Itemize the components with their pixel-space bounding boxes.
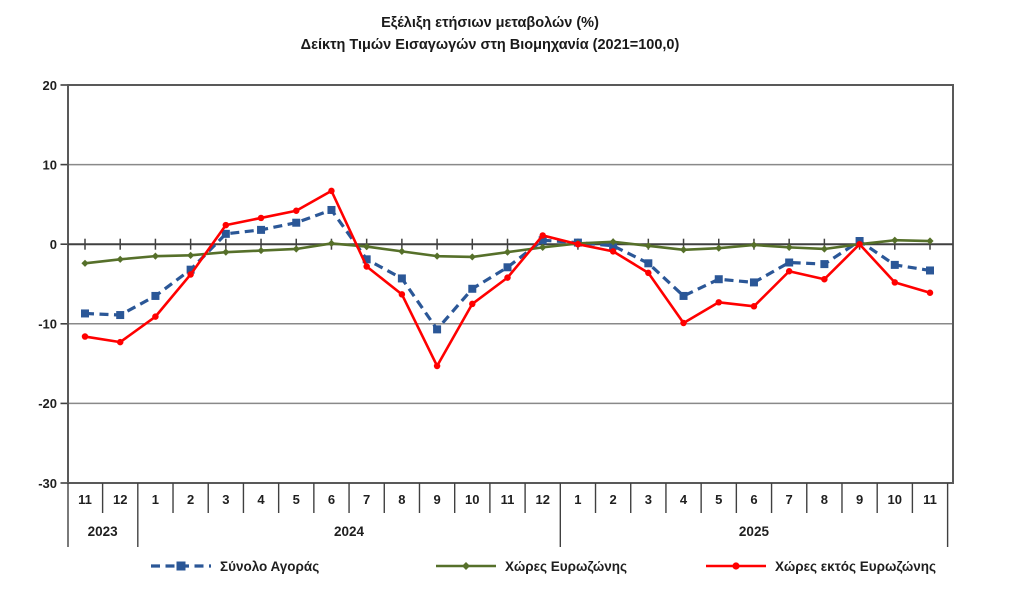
svg-text:10: 10 (888, 492, 902, 507)
svg-text:6: 6 (750, 492, 757, 507)
svg-text:2: 2 (610, 492, 617, 507)
svg-text:7: 7 (786, 492, 793, 507)
legend-label-total-market: Σύνολο Αγοράς (220, 558, 320, 574)
svg-text:12: 12 (113, 492, 127, 507)
svg-text:2024: 2024 (334, 524, 365, 539)
svg-text:9: 9 (433, 492, 440, 507)
legend-item-non-eurozone: Χώρες εκτός Ευρωζώνης (705, 556, 936, 576)
svg-text:-20: -20 (38, 396, 57, 411)
legend-item-total-market: Σύνολο Αγοράς (150, 556, 319, 576)
svg-text:5: 5 (715, 492, 722, 507)
svg-text:2023: 2023 (88, 524, 119, 539)
chart-title-line-1: Εξέλιξη ετήσιων μεταβολών (%) (381, 15, 599, 31)
svg-text:8: 8 (398, 492, 405, 507)
svg-text:10: 10 (43, 157, 57, 172)
svg-text:4: 4 (680, 492, 688, 507)
svg-text:3: 3 (222, 492, 229, 507)
chart-title: Εξέλιξη ετήσιων μεταβολών (%) Δείκτη Τιμ… (0, 12, 980, 56)
svg-text:6: 6 (328, 492, 335, 507)
legend-label-non-eurozone: Χώρες εκτός Ευρωζώνης (775, 558, 936, 574)
svg-text:20: 20 (43, 78, 57, 93)
svg-text:0: 0 (50, 237, 57, 252)
svg-text:-10: -10 (38, 317, 57, 332)
legend-label-eurozone: Χώρες Ευρωζώνης (505, 558, 628, 574)
solid-line-diamond-marker-icon (436, 562, 496, 570)
svg-text:2: 2 (187, 492, 194, 507)
svg-text:4: 4 (257, 492, 265, 507)
svg-text:11: 11 (923, 492, 937, 507)
svg-text:11: 11 (501, 492, 515, 507)
svg-text:9: 9 (856, 492, 863, 507)
legend-item-eurozone: Χώρες Ευρωζώνης (435, 556, 627, 576)
svg-text:-30: -30 (38, 476, 57, 491)
chart-title-line-2: Δείκτη Τιμών Εισαγωγών στη Βιομηχανία (2… (300, 37, 680, 53)
chart-legend: Σύνολο Αγοράς Χώρες Ευρωζώνης Χώρες εκτό… (0, 556, 1024, 578)
svg-text:5: 5 (293, 492, 300, 507)
svg-text:7: 7 (363, 492, 370, 507)
svg-text:3: 3 (645, 492, 652, 507)
svg-text:8: 8 (821, 492, 828, 507)
svg-text:12: 12 (535, 492, 549, 507)
svg-text:11: 11 (78, 492, 92, 507)
svg-text:1: 1 (574, 492, 581, 507)
svg-text:2025: 2025 (739, 524, 770, 539)
svg-text:10: 10 (465, 492, 479, 507)
solid-line-circle-marker-icon (706, 562, 766, 570)
svg-text:1: 1 (152, 492, 159, 507)
dashed-line-square-marker-icon (151, 561, 211, 571)
